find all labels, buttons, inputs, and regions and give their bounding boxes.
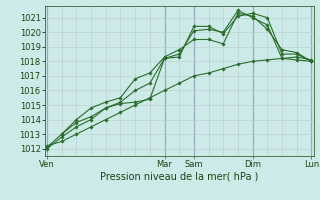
X-axis label: Pression niveau de la mer( hPa ): Pression niveau de la mer( hPa )	[100, 172, 258, 182]
